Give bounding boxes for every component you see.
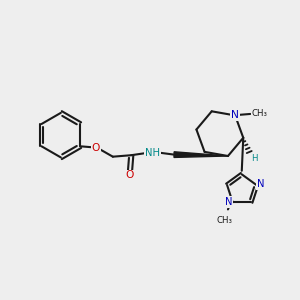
Text: N: N	[257, 179, 264, 189]
Text: CH₃: CH₃	[216, 216, 232, 225]
Polygon shape	[174, 152, 228, 158]
Text: O: O	[92, 143, 100, 153]
Text: N: N	[225, 197, 232, 207]
Text: CH₃: CH₃	[251, 110, 267, 118]
Text: N: N	[231, 110, 239, 120]
Text: NH: NH	[145, 148, 160, 158]
Text: H: H	[251, 154, 257, 163]
Text: O: O	[126, 170, 134, 180]
